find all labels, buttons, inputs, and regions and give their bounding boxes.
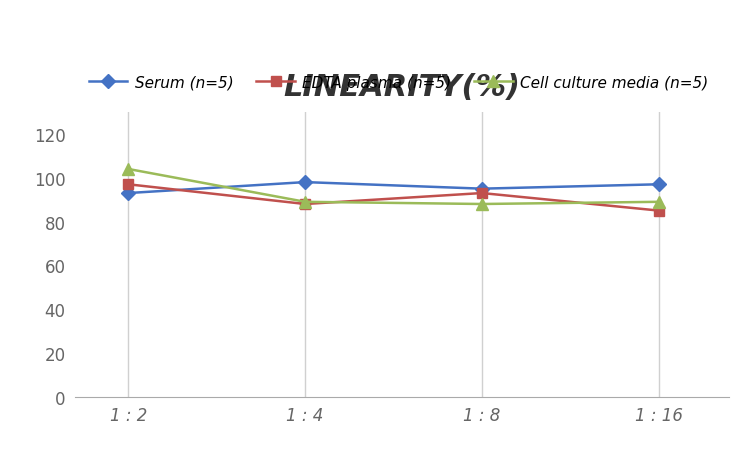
EDTA plasma (n=5): [301, 202, 310, 207]
Line: Cell culture media (n=5): Cell culture media (n=5): [122, 163, 665, 211]
Cell culture media (n=5): [124, 167, 133, 172]
Cell culture media (n=5): [654, 200, 663, 205]
Cell culture media (n=5): [478, 202, 487, 207]
Serum (n=5): [301, 180, 310, 185]
Cell culture media (n=5): [301, 200, 310, 205]
Title: LINEARITY(%): LINEARITY(%): [284, 73, 521, 102]
EDTA plasma (n=5): [478, 191, 487, 196]
EDTA plasma (n=5): [654, 208, 663, 214]
Legend: Serum (n=5), EDTA plasma (n=5), Cell culture media (n=5): Serum (n=5), EDTA plasma (n=5), Cell cul…: [83, 69, 714, 97]
Serum (n=5): [478, 187, 487, 192]
Serum (n=5): [654, 182, 663, 188]
Line: EDTA plasma (n=5): EDTA plasma (n=5): [123, 180, 663, 216]
Line: Serum (n=5): Serum (n=5): [123, 178, 663, 198]
EDTA plasma (n=5): [124, 182, 133, 188]
Serum (n=5): [124, 191, 133, 196]
